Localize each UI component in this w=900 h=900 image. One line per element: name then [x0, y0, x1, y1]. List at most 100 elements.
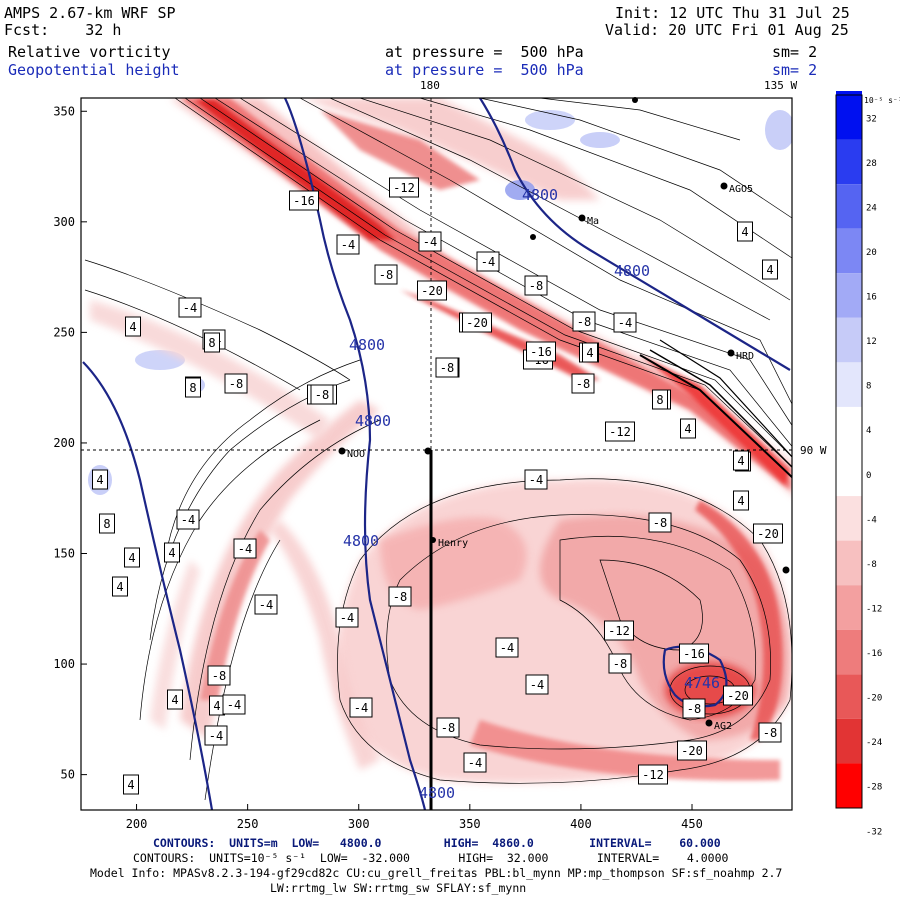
vorticity-label: -8 — [393, 590, 407, 604]
colorbar-tick-label: 24 — [866, 203, 877, 213]
init-time: Init: 12 UTC Thu 31 Jul 25 — [615, 4, 850, 22]
colorbar-unit-label: 10⁻⁵ s⁻¹ — [864, 96, 900, 105]
colorbar-tick-label: 4 — [866, 426, 871, 436]
vorticity-label-box — [185, 377, 201, 398]
y-tick-label: 350 — [53, 104, 75, 118]
vorticity-label: 4 — [171, 693, 178, 707]
station-label: NOO — [347, 449, 365, 460]
vorticity-label-box — [679, 643, 709, 664]
vorticity-label-box — [418, 231, 442, 252]
vorticity-label-box — [613, 312, 637, 333]
vorticity-label-box — [605, 421, 635, 442]
vorticity-label-box — [526, 341, 556, 362]
vorticity-label: -16 — [293, 194, 315, 208]
vorticity-label-box — [476, 251, 500, 272]
height-contour-label: 4800 — [419, 784, 455, 802]
height-contour-label: 4800 — [355, 412, 391, 430]
footer-vorticity-contours: CONTOURS: UNITS=10⁻⁵ s⁻¹ LOW= -32.000 HI… — [133, 851, 729, 865]
station-label: AGO5 — [729, 184, 753, 195]
vorticity-label-box — [677, 740, 707, 761]
lat-label-90w: 90 W — [800, 444, 827, 457]
vorticity-label-box — [652, 389, 668, 410]
vorticity-label-box — [224, 373, 248, 394]
vorticity-label-box — [608, 653, 632, 674]
vorticity-label: 4 — [127, 778, 134, 792]
vorticity-contour-labels: 4 -4 -16 -12 -4 -8 -20 -20 -4 -8 -16 -8 -8 -4 4 8 -4 -8 8 4… — [92, 177, 783, 795]
vorticity-label: -8 — [441, 721, 455, 735]
y-tick-label: 200 — [53, 436, 75, 450]
vorticity-label: -16 — [530, 345, 552, 359]
station-labels: AGO5 Ma HRD NOO Henry AG2 — [347, 184, 754, 732]
x-tick-label: 300 — [348, 817, 370, 831]
vorticity-label-box — [374, 264, 398, 285]
vorticity-label: -4 — [259, 598, 273, 612]
colorbar-segment — [836, 139, 862, 185]
lon-label-135w: 135 W — [764, 79, 798, 92]
colorbar-segment — [836, 228, 862, 274]
field1-smoothing: sm= 2 — [772, 43, 818, 61]
colorbar-segment — [836, 540, 862, 586]
vorticity-label-box — [682, 698, 706, 719]
vorticity-label-box — [167, 689, 183, 710]
vorticity-label-box — [462, 312, 492, 333]
colorbar-segment — [836, 184, 862, 229]
colorbar-segment — [836, 95, 862, 140]
vorticity-label-box — [758, 722, 782, 743]
field2-name: Geopotential height — [8, 61, 180, 79]
colorbar-tick-label: -4 — [866, 515, 877, 525]
vorticity-label-box — [178, 297, 202, 318]
vorticity-label: -8 — [229, 377, 243, 391]
height-contour-label: 4800 — [349, 336, 385, 354]
vorticity-label: 4 — [766, 263, 773, 277]
station-label: HRD — [736, 351, 754, 362]
colorbar-tick-label: 16 — [866, 293, 877, 303]
vorticity-label: -8 — [212, 669, 226, 683]
vorticity-label: 4 — [168, 546, 175, 560]
vorticity-label-box — [289, 190, 319, 211]
vorticity-label-box — [204, 725, 228, 746]
vorticity-label: -4 — [238, 542, 252, 556]
vorticity-label: -4 — [500, 641, 514, 655]
vorticity-label: -8 — [687, 702, 701, 716]
x-tick-label: 200 — [126, 817, 148, 831]
vorticity-label: -8 — [653, 516, 667, 530]
jet-contours — [639, 339, 792, 479]
vorticity-label: -4 — [530, 678, 544, 692]
vorticity-label: -20 — [681, 744, 703, 758]
vorticity-label-box — [164, 542, 180, 563]
y-tick-label: 150 — [53, 547, 75, 561]
vorticity-label: -8 — [529, 279, 543, 293]
y-tick-label: 100 — [53, 657, 75, 671]
vorticity-label-box — [733, 450, 749, 471]
vorticity-label: -8 — [613, 657, 627, 671]
vorticity-label-box — [92, 469, 108, 490]
vorticity-label-box — [762, 259, 778, 280]
vorticity-label: 8 — [656, 393, 663, 407]
vorticity-label: 8 — [103, 517, 110, 531]
vorticity-label: -20 — [727, 689, 749, 703]
colorbar-segment — [836, 406, 862, 452]
height-contour-label: 4746 — [684, 674, 720, 692]
height-contour-label: 4800 — [522, 186, 558, 204]
colorbar-tick-label: 8 — [866, 382, 871, 392]
model-title: AMPS 2.67-km WRF SP — [4, 4, 176, 22]
vorticity-label: -12 — [393, 181, 415, 195]
colorbar-tick-label: 28 — [866, 159, 877, 169]
colorbar-extend-top — [836, 91, 862, 95]
vorticity-label-box — [204, 332, 220, 353]
x-axis: 200 250 300 350 400 450 — [126, 804, 703, 831]
y-axis: 350 300 250 200 150 100 50 — [53, 104, 87, 782]
vorticity-label-box — [572, 311, 596, 332]
vorticity-label: -8 — [577, 315, 591, 329]
vorticity-label-box — [524, 469, 548, 490]
station-dot-top — [632, 97, 638, 103]
colorbar-tick-label: -12 — [866, 604, 882, 614]
vorticity-label: -4 — [354, 701, 368, 715]
colorbar-frame — [835, 94, 863, 809]
colorbar-segment — [836, 674, 862, 719]
vorticity-label-box — [680, 418, 696, 439]
vorticity-label-box — [436, 717, 460, 738]
vorticity-label: -20 — [421, 284, 443, 298]
colorbar-tick-label: 32 — [866, 114, 877, 124]
vorticity-label: -20 — [466, 316, 488, 330]
